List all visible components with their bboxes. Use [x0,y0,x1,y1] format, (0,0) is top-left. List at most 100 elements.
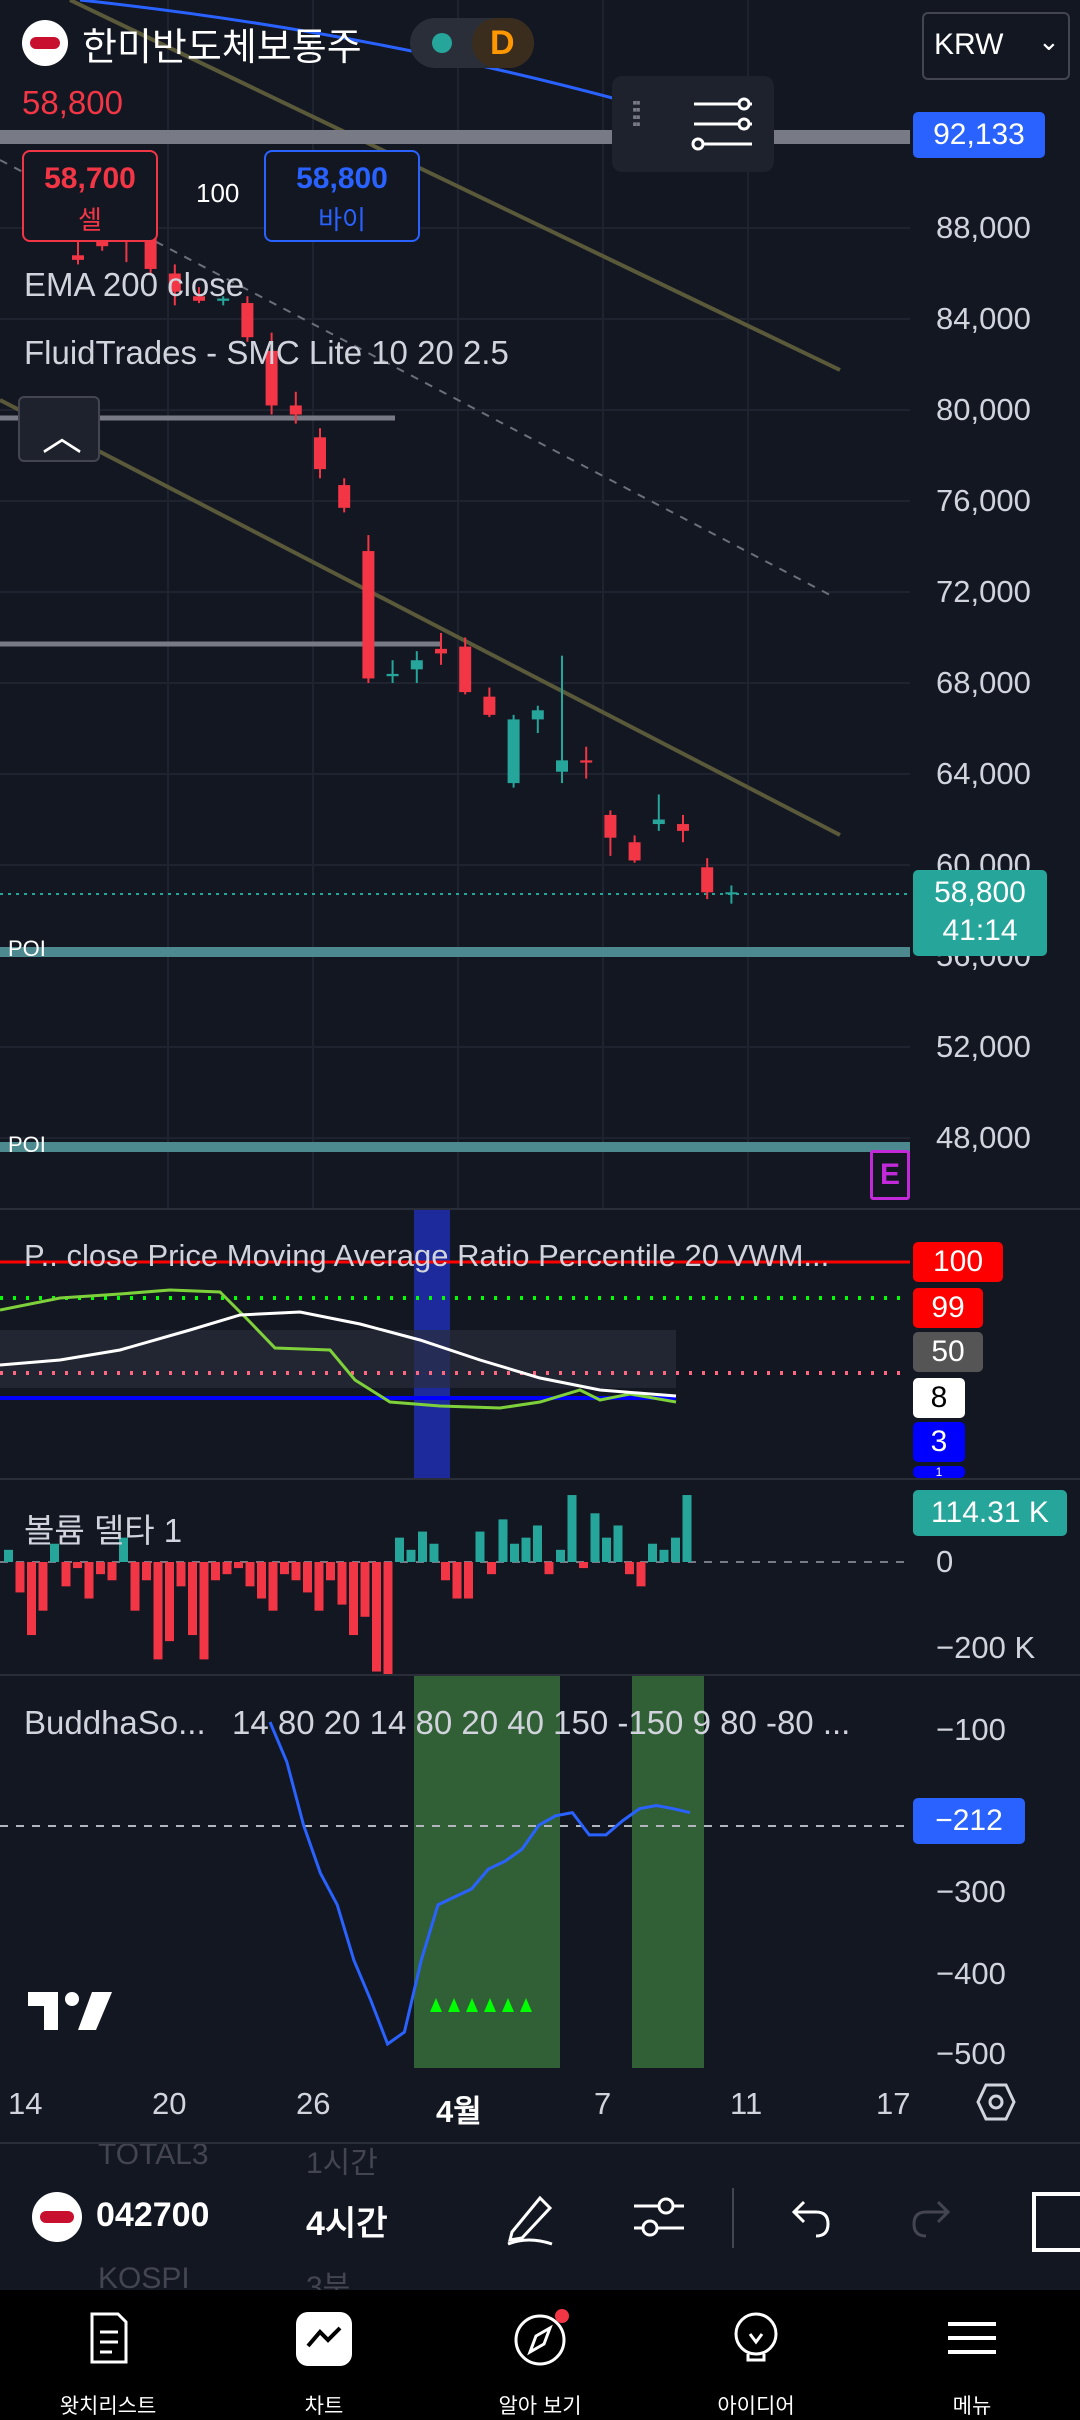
volume-delta-bar [361,1562,370,1617]
time-tick: 7 [594,2086,611,2122]
volume-delta-bar [602,1538,611,1562]
volume-delta-bar [579,1562,588,1568]
price-tick: 72,000 [936,574,1031,610]
volume-delta-bar [637,1562,646,1586]
volume-delta-bar [545,1562,554,1574]
last-price-value: 58,800 [913,876,1047,910]
volume-delta-low: −200 K [936,1630,1035,1666]
candle [604,815,616,838]
ghost-interval-prev: 1시간 [306,2142,378,2182]
buy-button[interactable]: 58,800 바이 [264,150,420,242]
volume-delta-bar [614,1525,623,1562]
price-tick: 68,000 [936,665,1031,701]
fullscreen-icon[interactable] [1032,2192,1080,2252]
volume-delta-bar [395,1538,404,1562]
candle [532,710,544,719]
pmarp-level-1: 1 [913,1466,965,1478]
sell-button[interactable]: 58,700 셀 [22,150,158,242]
ghost-interval-next: 3분 [306,2262,350,2292]
price-tick: 76,000 [936,483,1031,519]
volume-delta-bar [39,1562,48,1611]
redo-icon[interactable] [908,2192,960,2244]
chart-settings-icon[interactable] [976,2082,1016,2122]
volume-delta-title[interactable]: 볼륨 델타 1 [24,1504,182,1552]
volume-delta-bar [671,1538,680,1562]
volume-delta-bar [464,1562,473,1599]
volume-delta-bar [165,1562,174,1641]
price-chart[interactable] [0,0,1080,1210]
volume-delta-bar [372,1562,381,1672]
volume-delta-bar [499,1519,508,1562]
nav-watchlist[interactable]: 왓치리스트 [0,2290,216,2420]
candle [459,647,471,693]
volume-delta-bar [625,1562,634,1574]
volume-delta-bar [568,1495,577,1562]
chart-toolbar: TOTAL3 1시간 KOSPI 3분 042700 4시간 [0,2142,1080,2292]
nav-menu[interactable]: 메뉴 [864,2290,1080,2420]
lightbulb-icon [716,2298,796,2378]
candle [387,674,399,676]
nav-explore[interactable]: 알아 보기 [432,2290,648,2420]
volume-delta-bar [349,1562,358,1635]
tradingview-logo[interactable] [28,1990,114,2032]
time-tick: 14 [8,2086,42,2122]
ghost-symbol-prev: TOTAL3 [98,2142,209,2172]
symbol-title[interactable]: 한미반도체보통주 [82,16,362,71]
symbol-logo[interactable] [22,20,68,66]
candle [362,551,374,678]
volume-delta-bar [257,1562,266,1599]
buddha-tick: −500 [936,2036,1006,2072]
candle [241,303,253,337]
volume-delta-bar [27,1562,36,1635]
time-tick: 20 [152,2086,186,2122]
volume-delta-bar [188,1562,197,1635]
logo-icon [30,37,60,49]
undo-icon[interactable] [782,2192,834,2244]
volume-delta-bar [510,1544,519,1562]
compass-icon [500,2298,580,2378]
pmarp-title[interactable]: P.. close Price Moving Average Ratio Per… [24,1238,829,1274]
logo-icon [40,2211,74,2223]
candle [725,892,737,894]
candle [508,719,520,783]
nav-chart-label: 차트 [216,2390,432,2420]
legend-collapse-button[interactable]: ︿ [18,396,100,462]
volume-delta-bar [108,1562,117,1580]
volume-delta-bar [246,1562,255,1586]
candle [483,697,495,715]
poi-label-lower: POI [8,1132,46,1158]
pmarp-level-8: 8 [913,1378,965,1418]
buddha-title[interactable]: BuddhaSo... [24,1704,206,1742]
volume-delta-bar [177,1562,186,1586]
volume-delta-bar [154,1562,163,1659]
current-price-header: 58,800 [22,84,123,122]
legend-ema[interactable]: EMA 200 close [24,266,244,304]
layers-button[interactable]: ⁞⁞ [612,76,774,172]
buy-label: 바이 [266,200,418,237]
nav-ideas-label: 아이디어 [648,2390,864,2420]
nav-chart[interactable]: 차트 [216,2290,432,2420]
symbol-selector[interactable]: 042700 [96,2196,209,2235]
market-status-pill[interactable]: D [410,18,534,68]
candle [701,867,713,892]
sell-label: 셀 [24,200,156,237]
volume-delta-bar [384,1562,393,1674]
time-tick: 4월 [436,2086,482,2131]
legend-smc[interactable]: FluidTrades - SMC Lite 10 20 2.5 [24,334,509,372]
drawing-tool-icon[interactable] [500,2188,560,2248]
hamburger-icon [932,2298,1012,2378]
volume-delta-bar [338,1562,347,1605]
candle [72,255,84,260]
candle [290,405,302,414]
interval-selector[interactable]: 4시간 [306,2196,387,2245]
earnings-badge[interactable]: E [870,1150,910,1200]
currency-select[interactable]: KRW ⌄ [922,12,1070,80]
spread-value: 100 [196,178,239,209]
volume-delta-bar [660,1550,669,1562]
drag-handle-icon[interactable]: ⁞⁞ [630,96,637,135]
indicators-icon[interactable] [630,2188,688,2246]
volume-delta-bar [211,1562,220,1580]
time-axis[interactable]: 14 20 26 4월 7 11 17 [0,2068,1080,2138]
nav-ideas[interactable]: 아이디어 [648,2290,864,2420]
price-tick: 84,000 [936,301,1031,337]
